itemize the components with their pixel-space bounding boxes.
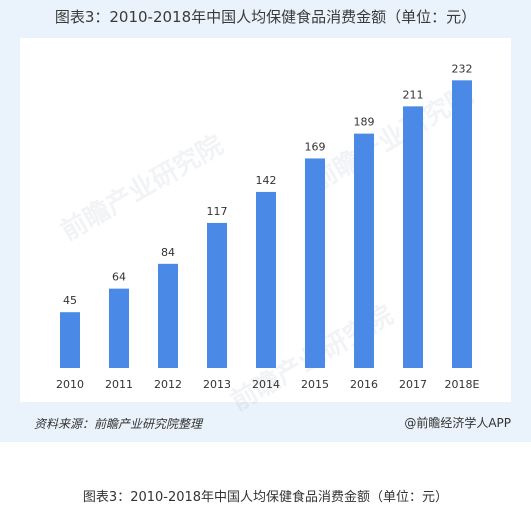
category-label-2010: 2010: [56, 378, 84, 391]
bar-2014: [256, 191, 276, 368]
bar-2018E: [452, 80, 472, 368]
plot-panel: 前瞻产业研究院 前瞻产业研究院 前瞻产业研究院 4520106420118420…: [20, 38, 511, 417]
category-label-2017: 2017: [399, 378, 427, 391]
category-label-2013: 2013: [203, 378, 231, 391]
category-label-2018E: 2018E: [445, 378, 480, 391]
bar-2011: [109, 288, 129, 368]
value-label-2015: 169: [305, 140, 326, 153]
category-label-2012: 2012: [154, 378, 182, 391]
figure-caption: 图表3：2010-2018年中国人均保健食品消费金额（单位：元）: [82, 490, 449, 505]
category-label-2016: 2016: [350, 378, 378, 391]
value-label-2018E: 232: [452, 62, 473, 75]
bar-2013: [207, 222, 227, 368]
category-label-2011: 2011: [105, 378, 133, 391]
bar-chart: 45 2010 64 2011 84 2012 117 2013 142 2014 169 2015 1…: [56, 62, 480, 391]
category-label-2014: 2014: [252, 378, 280, 391]
bar-2017: [403, 106, 423, 369]
publisher-credit: @前瞻经济学人APP: [404, 416, 511, 430]
bar-2015: [305, 158, 325, 368]
value-label-2010: 45: [63, 294, 77, 307]
source-note: 资料来源：前瞻产业研究院整理: [34, 417, 203, 431]
value-label-2011: 64: [112, 271, 126, 284]
value-label-2012: 84: [161, 246, 175, 259]
bar-2010: [60, 312, 80, 368]
bar-2016: [354, 133, 374, 368]
value-label-2013: 117: [207, 205, 228, 218]
value-label-2014: 142: [256, 174, 277, 187]
value-label-2016: 189: [354, 116, 375, 129]
category-label-2015: 2015: [301, 378, 329, 391]
value-label-2017: 211: [403, 88, 424, 101]
chart-title: 图表3：2010-2018年中国人均保健食品消费金额（单位：元）: [54, 8, 477, 26]
bar-2012: [158, 263, 178, 368]
chart-figure: 图表3：2010-2018年中国人均保健食品消费金额（单位：元） 前瞻产业研究院…: [0, 0, 531, 442]
